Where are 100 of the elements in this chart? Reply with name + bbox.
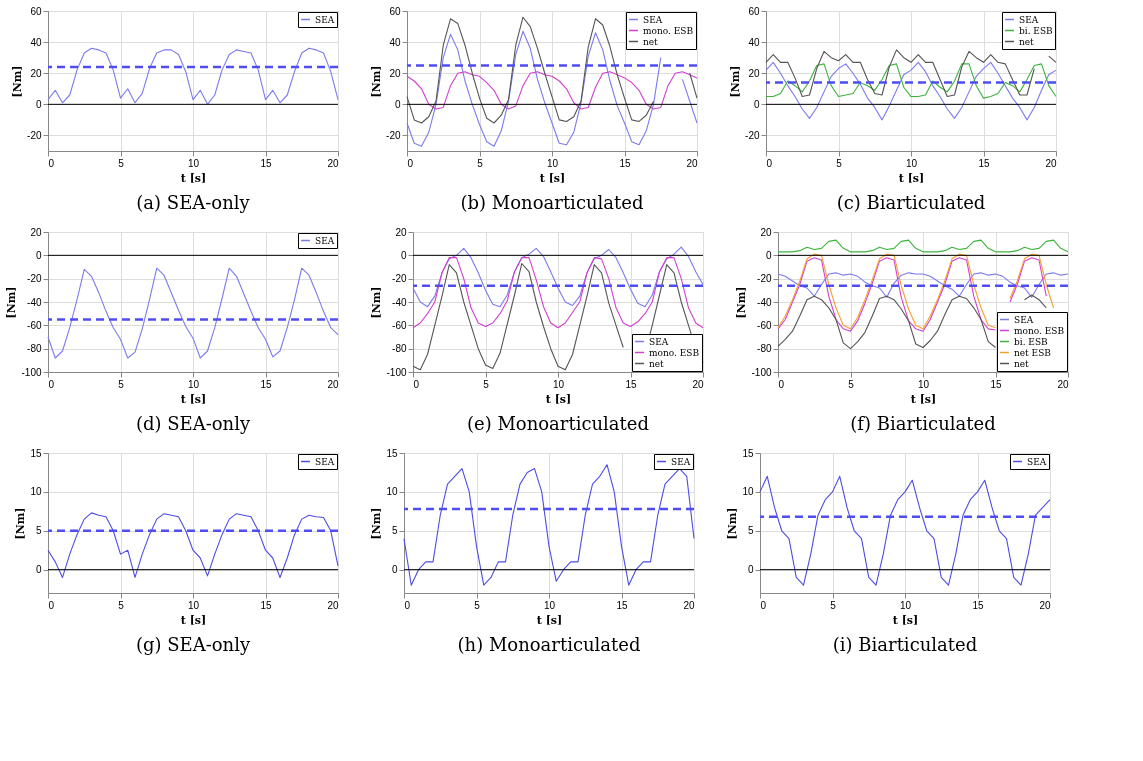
y-tick-label: 20 <box>30 67 42 79</box>
x-tick-label: 10 <box>552 378 565 390</box>
y-tick-label: -60 <box>392 319 407 331</box>
text: (b) Monoarticulated <box>460 192 644 213</box>
x-tick-label: 15 <box>978 157 990 169</box>
y-tick-label: 20 <box>748 67 760 79</box>
x-tick-label: 10 <box>546 157 559 169</box>
x-tick-label: 10 <box>543 599 556 611</box>
legend-label: net ESB <box>1014 347 1052 358</box>
x-tick-label: 15 <box>260 599 272 611</box>
x-tick-label: 20 <box>683 599 695 611</box>
y-tick-label: -40 <box>27 296 42 308</box>
x-tick-label: 20 <box>692 378 704 390</box>
x-axis-title: t [s] <box>545 392 572 406</box>
y-tick-label: -40 <box>757 296 772 308</box>
line-series <box>406 71 698 110</box>
line-series <box>47 267 339 359</box>
line-series <box>47 512 339 578</box>
y-tick-label: 0 <box>753 98 760 110</box>
legend-label: SEA <box>315 235 335 246</box>
x-tick-label: 15 <box>990 378 1002 390</box>
x-tick-label: 20 <box>327 157 339 169</box>
x-tick-label: 10 <box>917 378 930 390</box>
x-tick-label: 20 <box>1057 378 1069 390</box>
y-tick-label: 15 <box>386 447 398 459</box>
y-axis-title: [Nm] <box>726 507 740 540</box>
text: (c) Biarticulated <box>836 192 986 213</box>
x-tick-label: 5 <box>118 378 125 390</box>
y-axis-title: [Nm] <box>11 65 25 98</box>
text: (f) Biarticulated <box>850 413 996 434</box>
legend-label: SEA <box>1027 456 1047 467</box>
y-tick-label: 10 <box>742 486 754 498</box>
x-tick-label: 10 <box>899 599 912 611</box>
x-tick-label: 0 <box>48 599 55 611</box>
y-tick-label: 60 <box>748 5 760 17</box>
y-tick-label: -100 <box>386 366 407 378</box>
x-tick-label: 20 <box>686 157 698 169</box>
x-tick-label: 0 <box>413 378 420 390</box>
line-series <box>412 246 704 308</box>
y-tick-label: 15 <box>742 447 754 459</box>
text: (g) SEA-only <box>135 634 251 655</box>
y-tick-label: 20 <box>389 67 401 79</box>
x-axis-title: t [s] <box>898 171 925 185</box>
x-tick-label: 20 <box>327 378 339 390</box>
x-tick-label: 15 <box>972 599 984 611</box>
x-tick-label: 5 <box>836 157 843 169</box>
x-tick-label: 0 <box>48 378 55 390</box>
legend-label: SEA <box>1019 14 1039 25</box>
legend-label: mono. ESB <box>649 347 700 358</box>
line-series <box>777 239 1069 253</box>
y-tick-label: 5 <box>747 525 754 537</box>
line-series <box>403 464 695 586</box>
line-series <box>765 61 1057 121</box>
legend-label: SEA <box>315 14 335 25</box>
y-tick-label: 5 <box>35 525 42 537</box>
x-tick-label: 15 <box>616 599 628 611</box>
y-tick-label: -80 <box>757 343 772 355</box>
text: (e) Monoarticulated <box>466 413 650 434</box>
y-tick-label: -20 <box>386 129 401 141</box>
y-axis-title: [Nm] <box>370 507 384 540</box>
line-series <box>412 257 704 329</box>
y-tick-label: 60 <box>389 5 401 17</box>
y-tick-label: -100 <box>21 366 42 378</box>
legend-label: net <box>1014 358 1030 369</box>
x-tick-label: 10 <box>905 157 918 169</box>
x-tick-label: 5 <box>474 599 481 611</box>
x-tick-label: 0 <box>778 378 785 390</box>
y-tick-label: 40 <box>389 36 401 48</box>
line-series <box>47 47 339 105</box>
x-tick-label: 20 <box>1045 157 1057 169</box>
y-tick-label: -20 <box>392 273 407 285</box>
y-axis-title: [Nm] <box>370 65 384 98</box>
y-tick-label: 0 <box>400 249 407 261</box>
legend-label: net <box>1019 36 1035 47</box>
legend-label: SEA <box>643 14 663 25</box>
line-series <box>765 63 1057 99</box>
y-tick-label: 40 <box>30 36 42 48</box>
x-tick-label: 20 <box>327 599 339 611</box>
y-tick-label: -100 <box>751 366 772 378</box>
x-tick-label: 15 <box>260 378 272 390</box>
x-tick-label: 5 <box>848 378 855 390</box>
y-tick-label: -80 <box>392 343 407 355</box>
y-tick-label: -60 <box>27 319 42 331</box>
x-tick-label: 0 <box>48 157 55 169</box>
x-tick-label: 10 <box>187 157 200 169</box>
line-series <box>777 272 1069 298</box>
x-axis-title: t [s] <box>910 392 937 406</box>
text: (d) SEA-only <box>135 413 251 434</box>
y-axis-title: [Nm] <box>5 286 19 319</box>
x-axis-title: t [s] <box>180 171 207 185</box>
y-tick-label: 0 <box>394 98 401 110</box>
text: (i) Biarticulated <box>832 634 978 655</box>
legend-label: SEA <box>1014 314 1034 325</box>
y-tick-label: -40 <box>392 296 407 308</box>
legend-label: bi. ESB <box>1014 336 1049 347</box>
legend-label: mono. ESB <box>643 25 694 36</box>
x-tick-label: 15 <box>619 157 631 169</box>
y-axis-title: [Nm] <box>14 507 28 540</box>
legend-label: net <box>643 36 659 47</box>
x-tick-label: 5 <box>477 157 484 169</box>
